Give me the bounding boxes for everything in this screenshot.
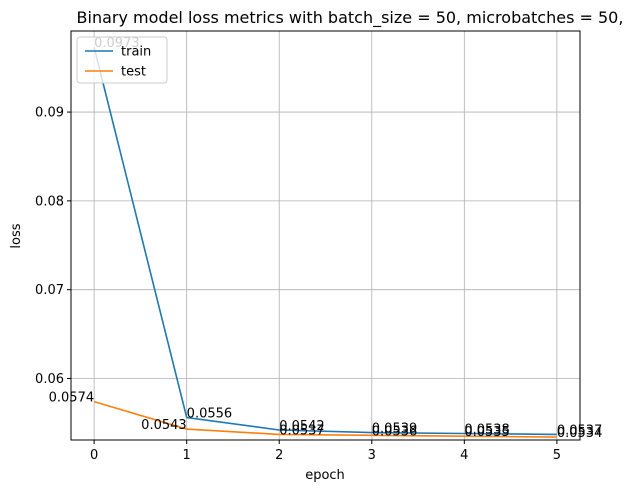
y-tick-label: 0.06 xyxy=(35,372,64,387)
x-axis-label: epoch xyxy=(305,468,345,483)
legend: train test xyxy=(76,36,168,84)
y-tick-label: 0.07 xyxy=(35,283,64,298)
data-label-test: 0.0535 xyxy=(464,425,510,440)
data-label-test: 0.0537 xyxy=(279,423,325,438)
data-label-train: 0.0556 xyxy=(187,407,233,422)
data-label-train: 0.0542 xyxy=(279,419,325,434)
data-label-train: 0.0539 xyxy=(372,422,418,437)
x-tick-label: 0 xyxy=(90,448,98,463)
y-axis-ticks: 0.06 0.07 0.08 0.09 xyxy=(35,106,71,387)
legend-label-train: train xyxy=(121,45,151,60)
series-layer xyxy=(93,47,557,438)
y-axis-label: loss xyxy=(9,223,24,248)
x-tick-label: 2 xyxy=(275,448,283,463)
x-tick-label: 4 xyxy=(460,448,468,463)
y-tick-label: 0.09 xyxy=(35,106,64,121)
data-label-train: 0.0538 xyxy=(464,423,510,438)
chart-title: Binary model loss metrics with batch_siz… xyxy=(77,8,624,28)
x-tick-label: 5 xyxy=(553,448,561,463)
x-tick-label: 1 xyxy=(183,448,191,463)
grid-lines xyxy=(71,31,580,440)
x-axis-ticks: 0 1 2 3 4 5 xyxy=(90,440,561,463)
data-label-test: 0.0536 xyxy=(372,424,418,439)
plot-frame xyxy=(70,30,581,441)
x-tick-label: 3 xyxy=(368,448,376,463)
y-tick-label: 0.08 xyxy=(35,194,64,209)
series-line-train xyxy=(93,47,557,436)
series-line-test xyxy=(93,400,557,438)
legend-label-test: test xyxy=(121,65,146,80)
data-label-test: 0.0543 xyxy=(141,418,187,433)
